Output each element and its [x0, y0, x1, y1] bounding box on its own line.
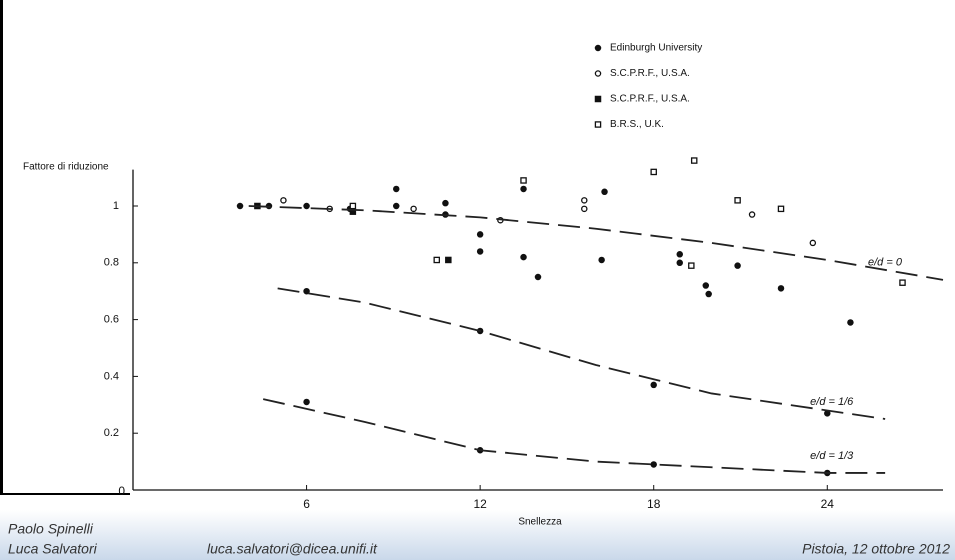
legend-label: B.R.S., U.K.: [610, 119, 664, 130]
data-point: [676, 251, 684, 258]
legend-marker: [594, 95, 602, 103]
data-point: [650, 381, 657, 389]
curve: [248, 205, 944, 281]
x-axis-label: Snellezza: [518, 517, 562, 528]
data-point: [392, 202, 400, 210]
x-tick-label: 24: [821, 497, 835, 511]
data-point: [601, 188, 608, 196]
legend-marker: [594, 121, 602, 128]
data-point: [476, 231, 484, 238]
data-point: [650, 461, 657, 468]
legend-label: Edinburgh University: [610, 43, 702, 54]
data-point: [777, 205, 785, 213]
data-point: [476, 248, 484, 255]
x-tick-label: 12: [473, 497, 487, 511]
data-point: [688, 262, 695, 269]
curve: [262, 398, 886, 474]
y-axis-label: Fattore di riduzione: [23, 162, 109, 173]
footer-date: Pistoia, 12 ottobre 2012: [802, 541, 950, 557]
data-point: [702, 282, 710, 289]
data-point: [442, 199, 449, 207]
data-point: [650, 168, 657, 176]
legend-label: S.C.P.R.F., U.S.A.: [610, 68, 690, 79]
footer-author: Paolo Spinelli: [8, 521, 94, 537]
legend-label: S.C.P.R.F., U.S.A.: [610, 94, 690, 105]
data-point: [581, 205, 588, 213]
y-tick-label: 0.4: [104, 370, 119, 382]
data-point: [445, 256, 452, 264]
curve: [277, 287, 886, 420]
data-point: [777, 285, 785, 292]
y-tick-label: 0.8: [104, 257, 119, 269]
data-point: [280, 197, 287, 204]
footer-email: luca.salvatori@dicea.unifi.it: [207, 541, 378, 557]
slide-border: [0, 0, 3, 495]
x-tick-label: 18: [647, 497, 661, 511]
data-point: [520, 185, 527, 193]
data-point: [303, 202, 310, 210]
data-point: [410, 205, 417, 213]
data-point: [392, 185, 400, 193]
legend-marker: [594, 70, 602, 77]
curve-label: e/d = 1/6: [810, 396, 854, 408]
data-point: [349, 202, 357, 210]
data-point: [676, 259, 684, 267]
x-tick-label: 6: [303, 497, 310, 511]
data-point: [899, 279, 906, 286]
footer-band: [0, 510, 955, 560]
data-point: [734, 262, 741, 269]
data-point: [748, 211, 756, 218]
data-point: [534, 273, 542, 281]
data-point: [433, 256, 440, 264]
data-point: [520, 177, 527, 184]
data-point: [520, 253, 527, 261]
y-tick-label: 1: [113, 200, 119, 212]
footer-author: Luca Salvatori: [8, 541, 98, 557]
data-point: [236, 202, 244, 210]
curve-label: e/d = 1/3: [810, 450, 854, 462]
x-tick-label: 0: [118, 484, 125, 498]
data-point: [734, 197, 741, 204]
y-tick-label: 0.6: [104, 314, 119, 326]
y-tick-label: 0.2: [104, 427, 119, 439]
data-point: [690, 157, 698, 164]
data-point: [581, 197, 588, 204]
data-point: [809, 239, 817, 247]
curve-label: e/d = 0: [868, 257, 903, 269]
data-point: [303, 287, 310, 295]
data-point: [705, 290, 712, 298]
data-point: [847, 319, 854, 326]
legend-marker: [594, 44, 602, 52]
data-point: [598, 256, 605, 264]
data-point: [303, 398, 310, 406]
